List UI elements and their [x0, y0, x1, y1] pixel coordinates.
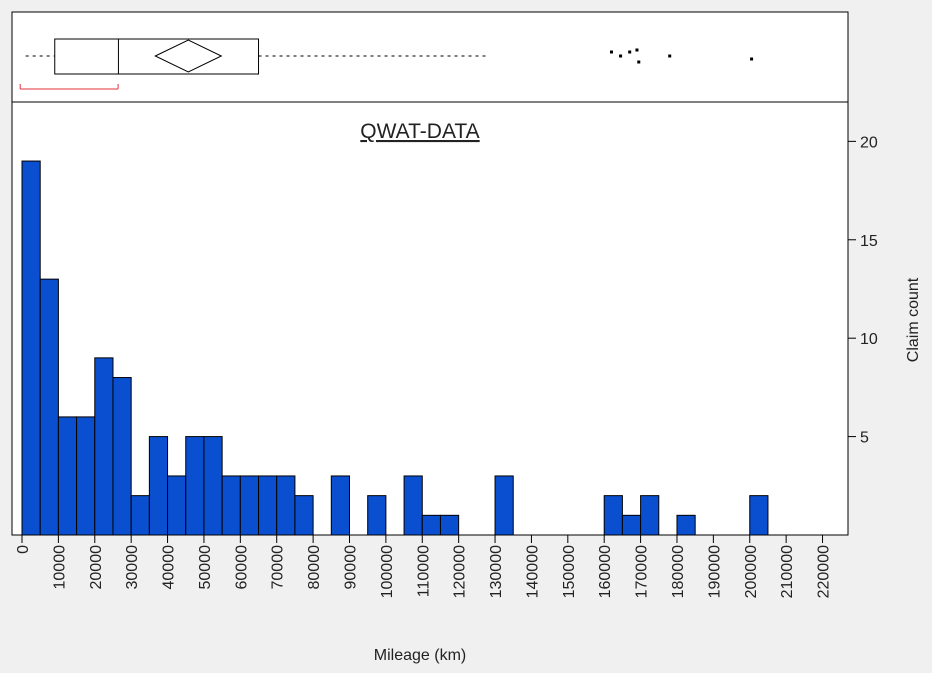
x-tick-label: 140000 — [524, 545, 541, 598]
x-tick-label: 220000 — [816, 545, 833, 598]
bar — [403, 475, 423, 536]
x-tick-label: 50000 — [197, 545, 214, 590]
x-tick-label: 190000 — [706, 545, 723, 598]
outlier — [668, 54, 672, 58]
x-tick-label: 0 — [15, 545, 32, 554]
bar — [330, 475, 350, 536]
x-tick-label: 100000 — [379, 545, 396, 598]
bar — [94, 357, 114, 536]
outlier — [609, 50, 613, 54]
outlier — [637, 60, 641, 64]
bar — [112, 377, 132, 536]
x-tick-label: 20000 — [88, 545, 105, 590]
bar — [640, 495, 660, 536]
x-tick-label: 200000 — [743, 545, 760, 598]
x-tick-label: 180000 — [670, 545, 687, 598]
x-tick-label: 10000 — [51, 545, 68, 590]
plot-frame — [11, 11, 849, 536]
bar — [294, 495, 314, 536]
bar — [276, 475, 296, 536]
x-tick-label: 30000 — [124, 545, 141, 590]
y-tick-label: 20 — [860, 134, 878, 151]
x-tick-label: 210000 — [779, 545, 796, 598]
outlier — [628, 50, 632, 54]
mean-diamond — [154, 39, 223, 73]
y-tick-label: 15 — [860, 233, 878, 250]
y-tick-label: 10 — [860, 331, 878, 348]
y-axis-title: Claim count — [905, 277, 922, 362]
bar — [239, 475, 260, 536]
bar — [148, 436, 169, 536]
bar — [439, 514, 460, 536]
y-tick-label: 5 — [860, 430, 869, 447]
bar — [76, 416, 96, 536]
x-tick-label: 40000 — [161, 545, 178, 590]
x-tick-label: 130000 — [488, 545, 505, 598]
bar — [621, 514, 642, 536]
bar — [130, 495, 150, 536]
outlier — [635, 48, 639, 52]
bar — [367, 495, 387, 536]
bar — [421, 514, 441, 536]
bar — [258, 475, 278, 536]
bar — [749, 495, 769, 536]
x-tick-label: 90000 — [342, 545, 359, 590]
bar — [185, 436, 205, 536]
x-tick-label: 120000 — [452, 545, 469, 598]
bar — [167, 475, 187, 536]
x-tick-label: 110000 — [415, 545, 432, 597]
x-axis-title: Mileage (km) — [374, 647, 466, 664]
x-tick-label: 60000 — [233, 545, 250, 590]
bar — [203, 436, 223, 536]
x-tick-label: 150000 — [561, 545, 578, 598]
bar — [21, 160, 41, 536]
x-tick-label: 160000 — [597, 545, 614, 598]
bar — [39, 278, 59, 536]
box — [54, 38, 260, 75]
chart-title: QWAT-DATA — [360, 120, 479, 143]
bar — [494, 475, 514, 536]
x-tick-label: 80000 — [306, 545, 323, 590]
x-tick-label: 70000 — [270, 545, 287, 590]
bar — [57, 416, 78, 536]
bar — [603, 495, 623, 536]
bar — [676, 514, 696, 536]
bar — [221, 475, 241, 536]
x-tick-label: 170000 — [634, 545, 651, 598]
outlier — [750, 57, 754, 61]
outlier — [619, 54, 623, 58]
